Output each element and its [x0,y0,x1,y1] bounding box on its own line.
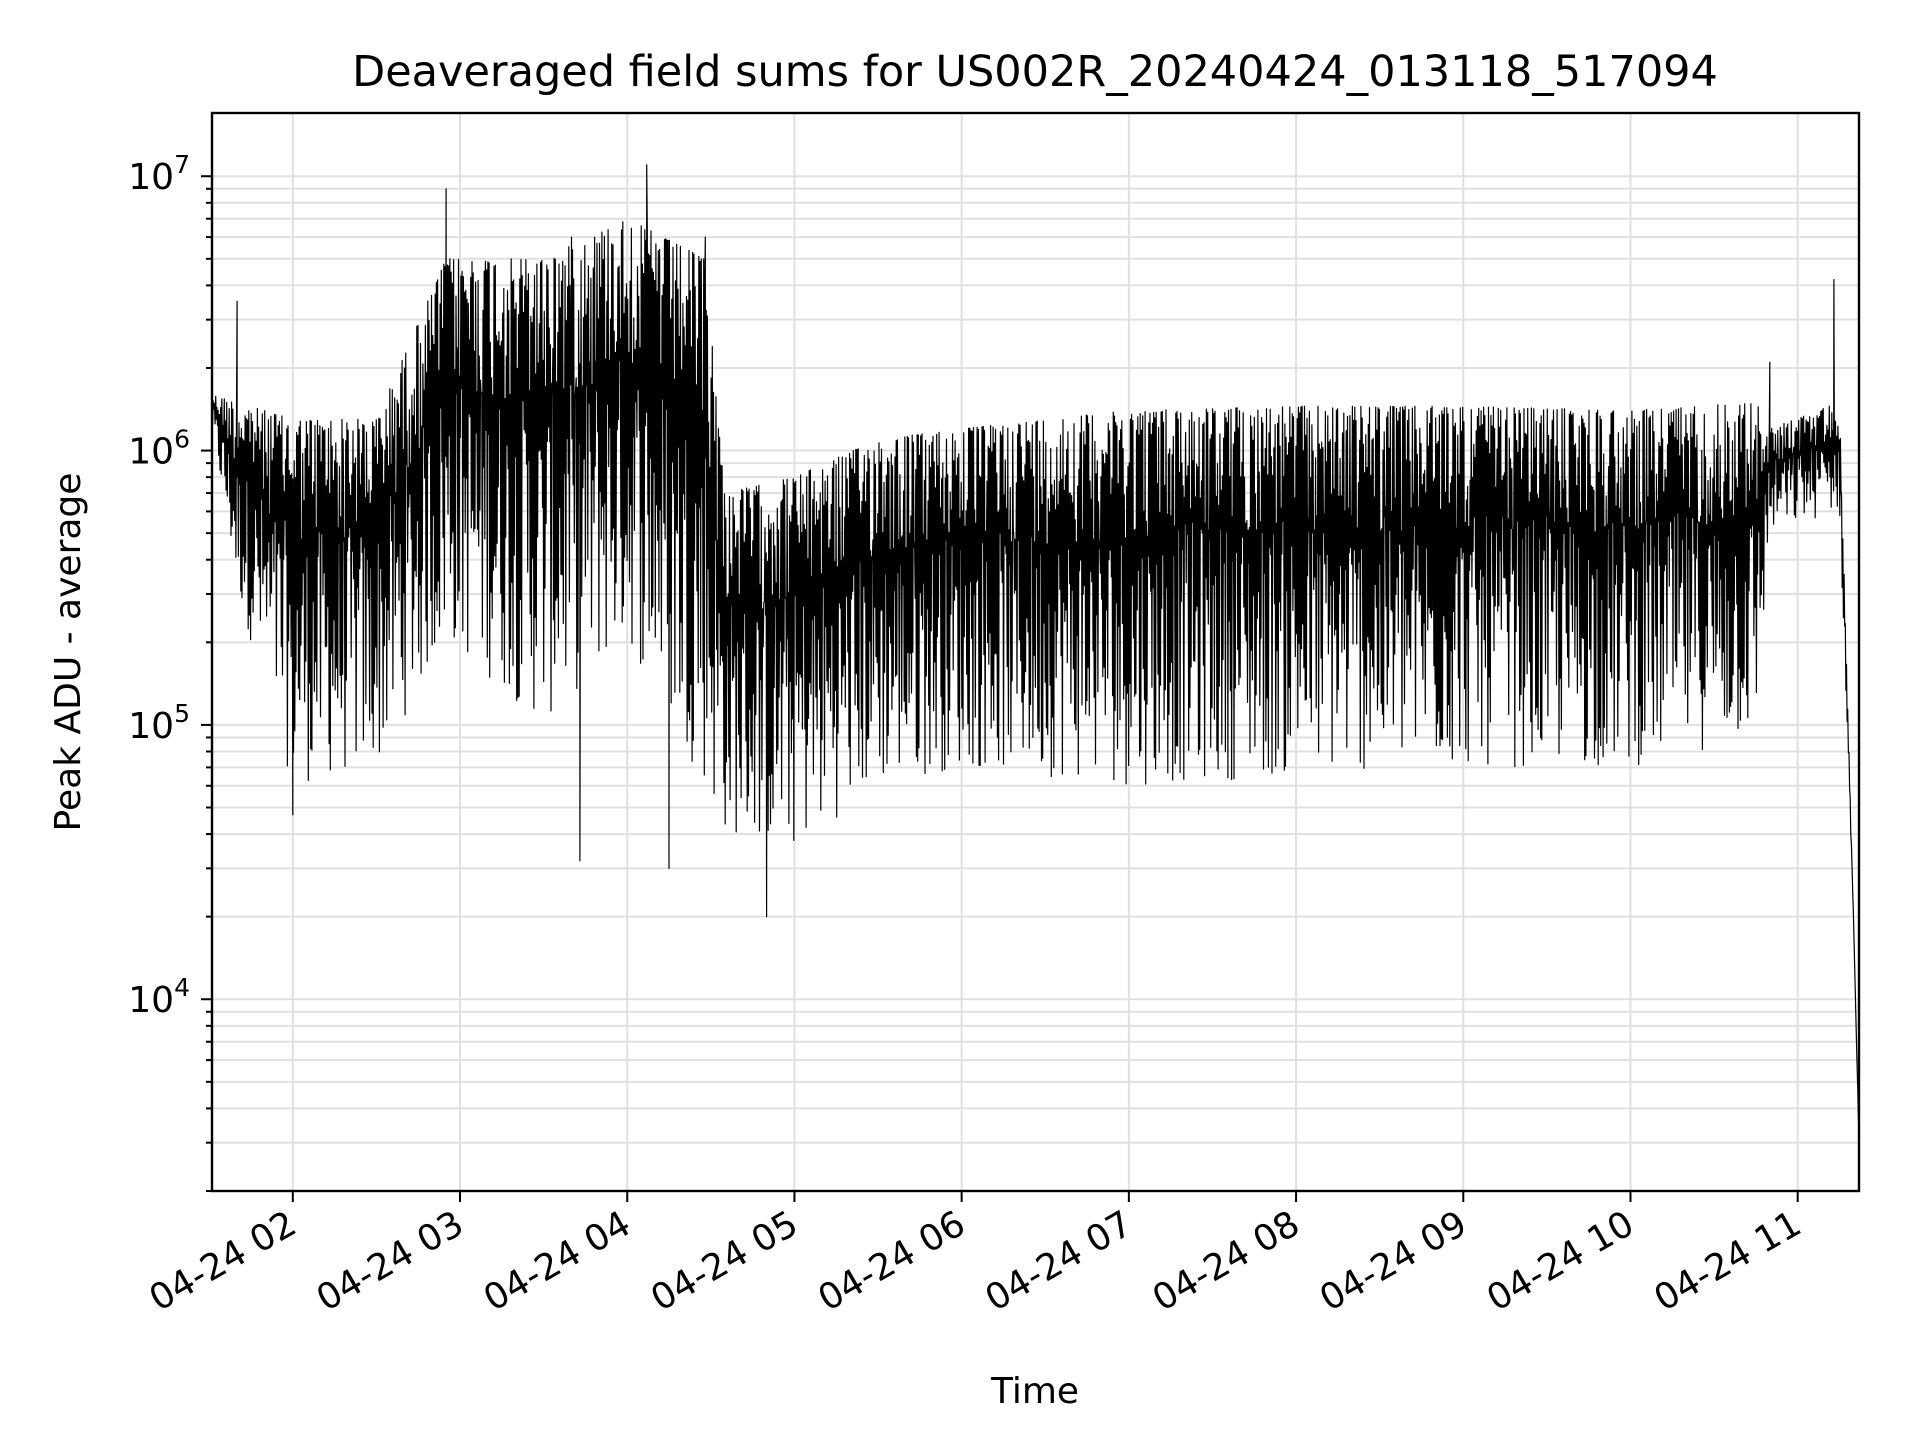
y-tick-label: 106 [128,425,190,473]
y-tick-label: 107 [128,150,190,198]
y-tick-label: 104 [128,973,190,1021]
plot-frame [210,111,1861,1193]
y-axis-label: Peak ADU - average [48,473,89,832]
series-line [211,164,1860,1134]
chart-title: Deaveraged field sums for US002R_2024042… [352,47,1718,97]
x-axis-label: Time [990,1371,1079,1412]
y-tick-label: 105 [128,699,190,747]
series-layer [211,164,1860,1134]
